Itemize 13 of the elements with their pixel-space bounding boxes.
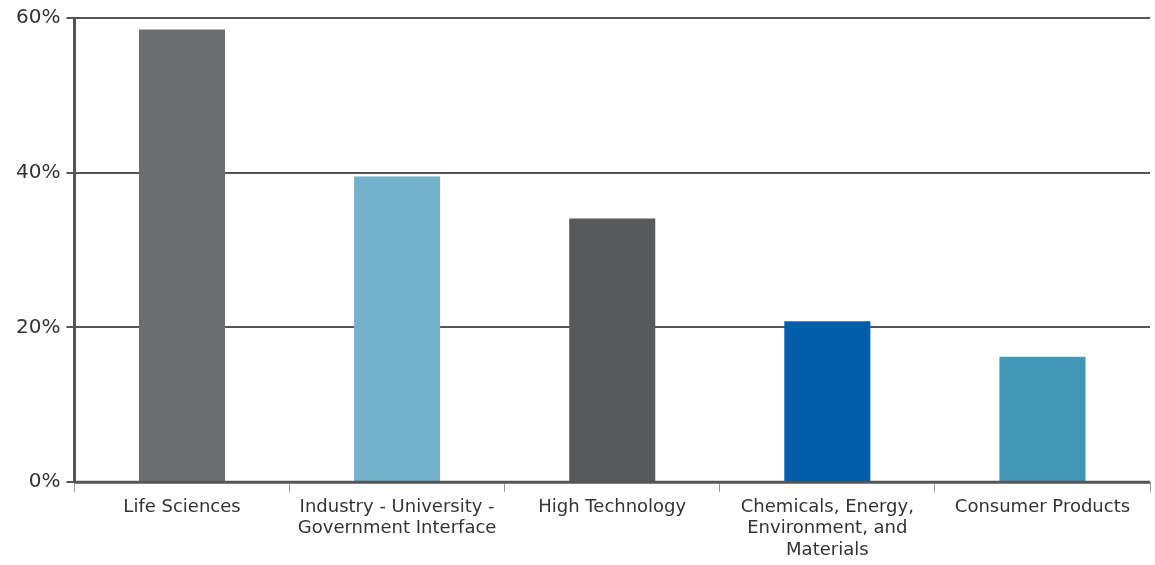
bar xyxy=(354,176,441,482)
x-tick-label: Life Sciences xyxy=(123,494,241,516)
bar xyxy=(138,29,226,482)
x-tick-label: Chemicals, Energy, Environment, and Materials xyxy=(740,494,914,559)
bar xyxy=(999,356,1086,482)
x-tick-label: Industry - University - Government Interface xyxy=(297,494,497,538)
y-tick-label: 0% xyxy=(28,468,61,493)
bar xyxy=(784,321,871,482)
y-tick-label: 60% xyxy=(16,4,61,29)
x-tick-label: Consumer Products xyxy=(954,494,1131,516)
y-tick-label: 40% xyxy=(16,158,61,183)
x-tick-label: High Technology xyxy=(538,494,687,516)
y-tick-label: 20% xyxy=(16,313,61,338)
